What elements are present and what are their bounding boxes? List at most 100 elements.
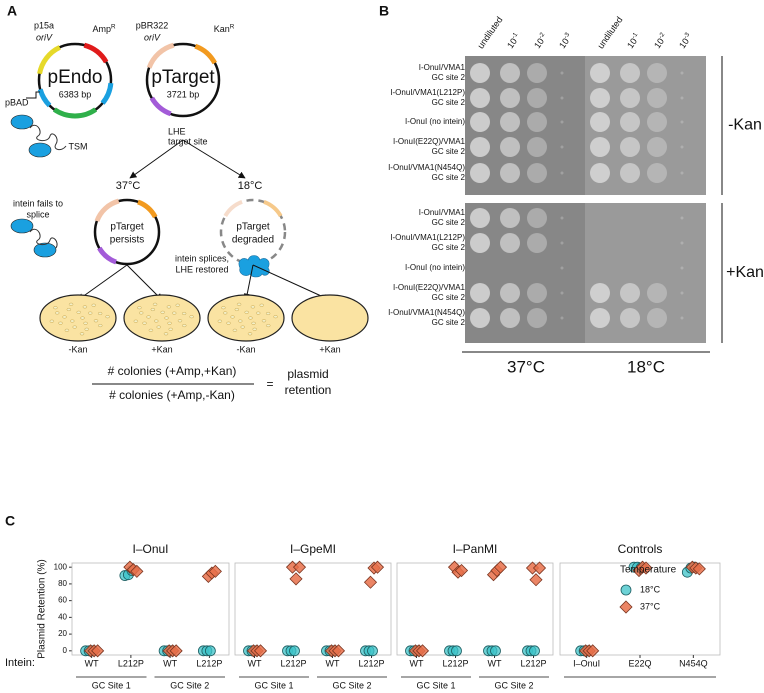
colony-spot	[560, 120, 564, 124]
x-tick-label: L212P	[442, 658, 468, 668]
colony	[150, 307, 156, 312]
feature-label: oriV	[36, 32, 53, 42]
formula-text: # colonies (+Amp,-Kan)	[109, 388, 235, 402]
colony-spot	[560, 291, 564, 295]
colony	[146, 315, 151, 319]
dilution-label: 10-3	[676, 31, 695, 51]
point	[289, 645, 300, 657]
spot	[470, 233, 490, 253]
colony	[248, 316, 253, 320]
x-tick-label: WT	[488, 658, 502, 668]
dilution-label: undiluted	[595, 15, 624, 51]
x-tick-label: L212P	[118, 658, 144, 668]
feature-label: KanR	[214, 23, 235, 34]
colony-spot	[680, 241, 684, 245]
dilution-label-sup: -3	[562, 31, 571, 40]
colony	[64, 328, 70, 332]
panel-label: C	[5, 513, 15, 529]
spot	[500, 308, 520, 328]
strain-label: I-OnuI (no intein)	[405, 263, 465, 272]
feature-label-main: Amp	[92, 24, 111, 34]
dilution-label: 10-1	[624, 31, 643, 51]
colony-spot	[560, 145, 564, 149]
y-tick-label: 0	[63, 646, 68, 655]
plate-label: -Kan	[68, 344, 87, 354]
plasmid-feature	[263, 200, 283, 218]
spot	[647, 137, 667, 157]
facet-title: I–OnuI	[132, 542, 168, 556]
y-tick-label: 60	[58, 596, 67, 605]
dilution-label-main: 10	[532, 37, 546, 51]
colony	[189, 315, 194, 319]
dilution-label-main: 10	[625, 37, 639, 51]
point	[367, 645, 378, 657]
plasmid-feature	[146, 42, 175, 69]
colony	[247, 332, 253, 336]
point	[289, 572, 303, 586]
colony	[265, 311, 271, 316]
feature-label-sup: R	[230, 23, 235, 30]
plate-label: -Kan	[236, 344, 255, 354]
colony	[230, 315, 235, 319]
plasmid-feature	[37, 45, 61, 75]
dilution-label-main: 10	[677, 37, 691, 51]
note: intein fails to	[13, 198, 63, 208]
spot	[470, 137, 490, 157]
x-tick-label: WT	[410, 658, 424, 668]
colony	[226, 321, 231, 325]
plasmid-feature	[83, 42, 109, 64]
point	[639, 561, 653, 575]
spot	[620, 88, 640, 108]
plate-label: +Kan	[319, 344, 340, 354]
arrow	[252, 264, 331, 301]
point	[490, 645, 501, 657]
dilution-label-sup: -2	[657, 31, 666, 40]
agar-plate	[39, 294, 117, 342]
colony	[98, 324, 103, 328]
spot	[500, 63, 520, 83]
x-tick-label: I–OnuI	[573, 658, 600, 668]
dilution-label-sup: -1	[510, 31, 519, 40]
colony-spot	[680, 216, 684, 220]
spot	[500, 137, 520, 157]
feature-label: AmpR	[92, 23, 116, 34]
facet-title: I–GpeMI	[290, 542, 336, 556]
group-label: GC Site 1	[254, 680, 293, 690]
strain-label: GC site 2	[432, 98, 466, 107]
agar-plate	[207, 294, 285, 342]
colony	[79, 332, 85, 336]
group-label: GC Site 2	[332, 680, 371, 690]
colony-spot	[680, 316, 684, 320]
colony-spot	[680, 120, 684, 124]
intein-coil	[29, 124, 67, 151]
point	[130, 564, 144, 578]
feature-label: pBAD	[5, 97, 29, 107]
y-tick-label: 80	[58, 579, 67, 588]
colony	[156, 325, 161, 329]
dilution-label: 10-1	[504, 31, 523, 51]
point	[692, 562, 706, 576]
point	[208, 564, 222, 578]
protein	[10, 218, 34, 234]
formula-text: retention	[285, 383, 332, 397]
formula-text: plasmid	[287, 367, 328, 381]
agar-plate	[291, 294, 369, 342]
x-tick-label: L212P	[196, 658, 222, 668]
colony-spot	[680, 171, 684, 175]
strain-label: GC site 2	[432, 318, 466, 327]
point	[532, 561, 547, 575]
colony	[72, 325, 77, 329]
spot	[647, 63, 667, 83]
colony	[83, 321, 88, 325]
spot	[470, 208, 490, 228]
panel-label: B	[379, 3, 389, 19]
spot	[647, 163, 667, 183]
facet-panel	[71, 562, 230, 656]
group-label: GC Site 1	[92, 680, 131, 690]
plasmid-size: 3721 bp	[167, 89, 200, 99]
colony	[163, 332, 169, 336]
x-tick-label: WT	[163, 658, 177, 668]
spot	[527, 233, 547, 253]
colony	[259, 303, 264, 307]
plasmid-feature	[149, 96, 172, 117]
